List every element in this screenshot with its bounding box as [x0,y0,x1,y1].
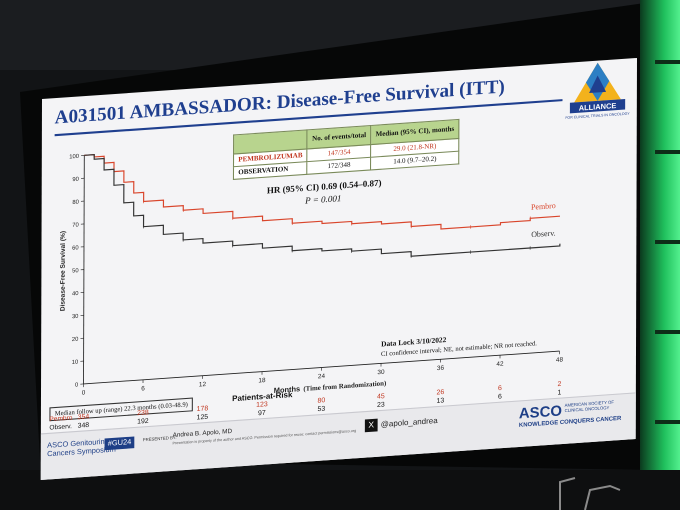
alliance-logo: ALLIANCE FOR CLINICAL TRIALS IN ONCOLOGY [566,62,630,120]
y-tick-label: 10 [72,360,79,366]
risk-count: 97 [258,409,266,418]
risk-count: 123 [256,400,268,410]
risk-count: 192 [137,417,149,426]
x-tick-label: 42 [496,361,504,368]
asco-society-name: AMERICAN SOCIETY OF CLINICAL ONCOLOGY [564,399,614,413]
risk-count: 45 [377,392,385,401]
y-axis-title: Disease-Free Survival (%) [60,231,67,312]
x-tick-label: 12 [199,381,207,388]
asco-logo-text: ASCO [518,401,562,422]
x-tick-label: 6 [141,385,145,392]
risk-count: 53 [317,405,326,414]
x-tick-label: 36 [437,365,445,372]
svg-text:ALLIANCE: ALLIANCE [579,101,617,113]
y-tick-label: 20 [72,337,79,343]
y-tick-label: 60 [72,245,79,251]
km-series-line [84,154,560,230]
x-tick-label: 48 [556,356,564,363]
series-label: Pembro [531,201,556,212]
risk-count: 125 [196,413,209,422]
km-curve-chart: 0 10 20 30 40 50 60 70 80 90 100 0 6 12 18 24 30 36 42 48 Di… [60,154,564,397]
risk-count: 6 [497,393,502,401]
presented-by-label: PRESENTED BY: [142,434,177,443]
risk-count: 23 [377,401,385,410]
podium-railing [559,477,621,510]
risk-count: 238 [137,409,149,418]
y-tick-label: 90 [72,177,79,183]
asco-society-line-2: CLINICAL ONCOLOGY [564,404,610,413]
risk-row-label: Observ. [49,422,72,432]
svg-text:FOR CLINICAL TRIALS IN ONCOLOG: FOR CLINICAL TRIALS IN ONCOLOGY [566,111,630,119]
x-tick-label: 0 [82,389,86,396]
presentation-slide: A031501 AMBASSADOR: Disease-Free Surviva… [40,57,638,480]
y-tick-label: 100 [69,154,80,161]
x-tick-label: 30 [377,369,385,376]
y-tick-label: 30 [72,314,79,320]
risk-count: 1 [557,389,562,397]
risk-count: 348 [77,421,90,430]
risk-count: 13 [436,397,445,406]
risk-count: 80 [317,396,326,405]
x-logo-icon: X [364,418,378,433]
x-axis-note: (Time from Randomization) [303,380,386,393]
y-tick-label: 50 [72,268,79,274]
x-tick-label: 18 [258,377,266,384]
risk-count: 2 [557,380,562,389]
y-tick-label: 0 [75,382,79,388]
hashtag-badge: #GU24 [104,436,135,451]
x-axis-title: Months [274,384,300,395]
x-tick-label: 24 [318,373,326,380]
social-handle: @apolo_andrea [380,415,438,430]
risk-count: 354 [77,413,90,422]
y-tick-label: 40 [72,291,79,297]
green-stage-light [640,0,680,510]
y-tick-label: 70 [72,222,79,228]
y-tick-label: 80 [72,199,79,205]
series-label: Observ. [531,228,556,239]
risk-count: 178 [196,404,209,414]
risk-count: 26 [436,388,445,397]
risk-count: 6 [497,384,502,393]
